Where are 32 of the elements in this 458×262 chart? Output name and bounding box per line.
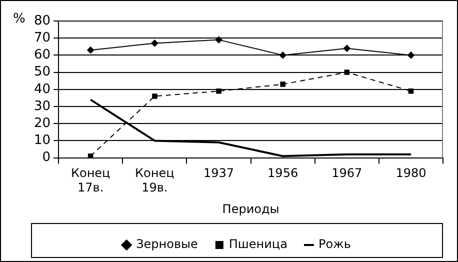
point [215,36,222,44]
point [88,153,94,158]
y-tick-label: 60 [34,48,51,63]
point [407,52,414,59]
legend-label: Рожь [318,237,351,252]
y-tick-label: 0 [42,150,51,166]
point [152,94,158,99]
point [151,40,158,47]
x-tick-label: 1956 [268,166,298,180]
point [279,52,286,59]
y-axis-title: % [13,11,26,26]
x-axis-title: Периоды [222,202,280,216]
x-tick-label: Конец 19в. [135,166,174,195]
x-tick-label: Конец 17в. [70,166,110,195]
point [216,88,222,94]
point [280,82,286,87]
legend-label: Зерновые [136,237,198,252]
y-tick-label: 30 [34,98,51,114]
x-tick-label: 1967 [332,166,362,180]
y-tick-label: 40 [34,82,51,97]
point [343,44,350,52]
x-tick-label: 1937 [203,166,234,180]
y-tick-label: 10 [34,133,51,148]
point [408,88,414,94]
legend-label: Пшеница [228,237,288,252]
point [344,70,350,75]
point [87,46,94,54]
y-tick-label: 50 [34,64,51,80]
x-tick-label: 1980 [396,166,426,180]
y-tick-label: 70 [34,30,51,46]
y-tick-label: 80 [34,13,51,28]
y-tick-label: 20 [34,116,51,131]
